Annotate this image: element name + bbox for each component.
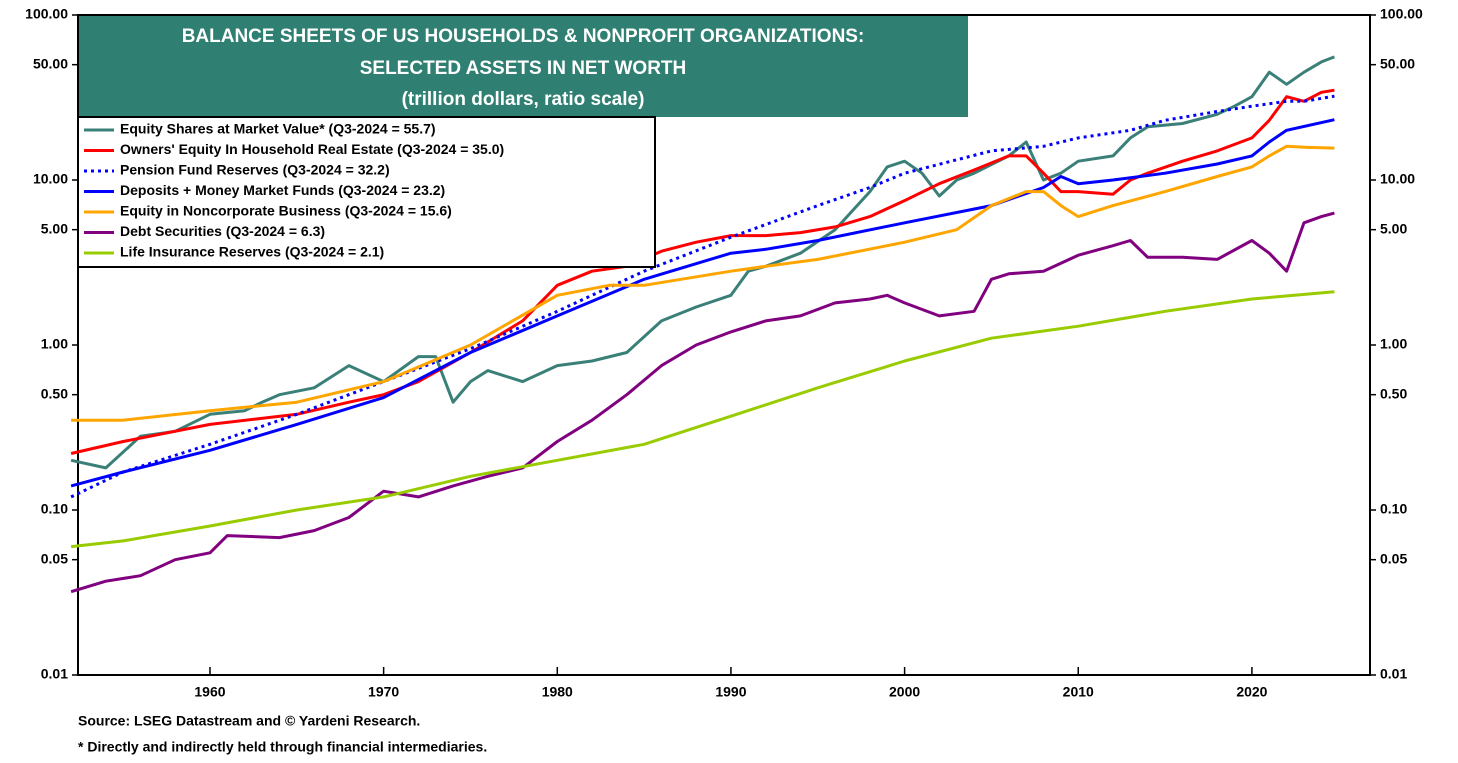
y-tick-label: 100.00 [25, 6, 68, 22]
legend-label: Pension Fund Reserves (Q3-2024 = 32.2) [120, 162, 390, 178]
y-tick-label: 5.00 [41, 220, 68, 236]
series-line [70, 118, 1335, 488]
y2-tick-label: 50.00 [1380, 55, 1415, 71]
legend-label: Equity in Noncorporate Business (Q3-2024… [120, 203, 452, 219]
series-line [70, 94, 1335, 499]
series-line [70, 88, 1335, 455]
chart-title: SELECTED ASSETS IN NET WORTH [360, 58, 687, 79]
series-line [70, 55, 1335, 470]
x-tick-label: 2020 [1236, 684, 1267, 700]
y2-tick-label: 10.00 [1380, 171, 1415, 187]
y-tick-label: 0.05 [41, 550, 68, 566]
y2-tick-label: 0.50 [1380, 385, 1407, 401]
footnote: * Directly and indirectly held through f… [78, 739, 487, 755]
x-tick-label: 1970 [368, 684, 399, 700]
y2-tick-label: 100.00 [1380, 6, 1423, 22]
legend-label: Deposits + Money Market Funds (Q3-2024 =… [120, 182, 445, 198]
chart-subtitle: (trillion dollars, ratio scale) [402, 89, 645, 110]
legend-label: Life Insurance Reserves (Q3-2024 = 2.1) [120, 244, 384, 260]
legend-label: Owners' Equity In Household Real Estate … [120, 141, 504, 157]
y-tick-label: 0.10 [41, 501, 68, 517]
y2-tick-label: 1.00 [1380, 336, 1407, 352]
x-tick-label: 2010 [1063, 684, 1094, 700]
x-tick-label: 2000 [889, 684, 920, 700]
y-tick-label: 1.00 [41, 336, 68, 352]
x-tick-label: 1960 [194, 684, 225, 700]
legend-box [77, 116, 656, 268]
y-tick-label: 10.00 [33, 171, 68, 187]
legend-label: Debt Securities (Q3-2024 = 6.3) [120, 223, 325, 239]
y-tick-label: 50.00 [33, 55, 68, 71]
x-tick-label: 1980 [542, 684, 573, 700]
y-tick-label: 0.50 [41, 385, 68, 401]
series-line [70, 290, 1335, 549]
y2-tick-label: 0.01 [1380, 666, 1407, 682]
y2-tick-label: 0.05 [1380, 550, 1407, 566]
series-line [71, 144, 1335, 422]
chart-title: BALANCE SHEETS OF US HOUSEHOLDS & NONPRO… [182, 26, 865, 47]
source-note: Source: LSEG Datastream and © Yardeni Re… [78, 713, 420, 729]
title-box [78, 15, 968, 117]
y-tick-label: 0.01 [41, 666, 68, 682]
series-line [70, 211, 1335, 594]
legend-label: Equity Shares at Market Value* (Q3-2024 … [120, 121, 436, 137]
y2-tick-label: 5.00 [1380, 220, 1407, 236]
y2-tick-label: 0.10 [1380, 501, 1407, 517]
x-tick-label: 1990 [715, 684, 746, 700]
